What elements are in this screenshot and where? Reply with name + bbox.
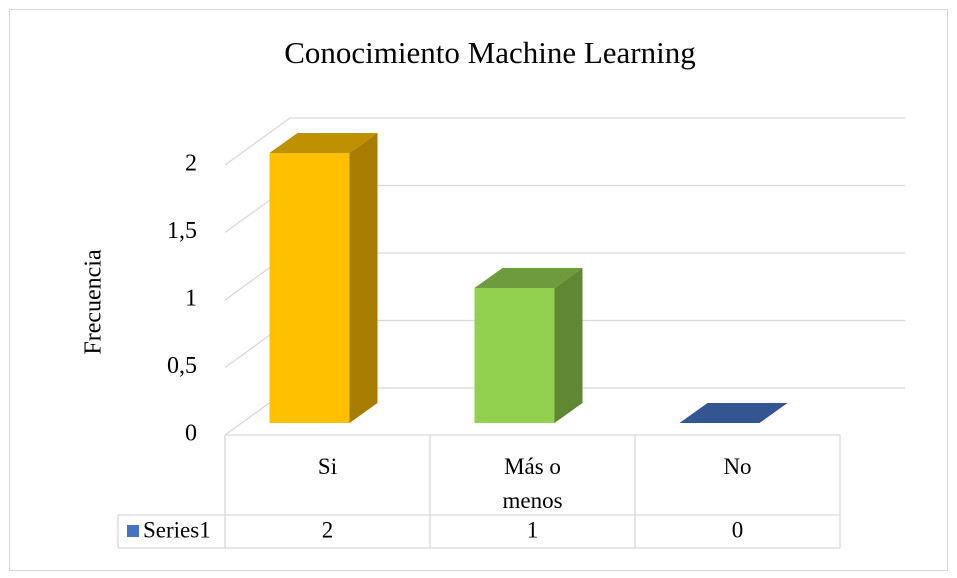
grid-line	[224, 117, 291, 166]
table-value: 2	[322, 517, 334, 542]
y-tick-label: 0,5	[167, 353, 197, 379]
y-tick-label: 1	[185, 286, 197, 312]
y-axis-label: Frecuencia	[81, 249, 107, 355]
legend-key	[127, 525, 139, 537]
chart-title: Conocimiento Machine Learning	[284, 35, 696, 70]
x-tick-label: Más o menos	[502, 454, 563, 513]
legend-label: Series1	[143, 517, 211, 542]
bar	[679, 403, 788, 423]
bar-top	[474, 268, 583, 288]
x-tick-label-box: Más o menos	[502, 454, 563, 513]
bar	[474, 268, 583, 423]
table-value: 1	[527, 517, 539, 542]
x-tick-label: Si	[317, 454, 338, 479]
bar	[269, 133, 378, 423]
x-tick-label-box: Si	[317, 454, 338, 479]
y-tick-label: 1,5	[167, 218, 197, 244]
y-tick-label: 0	[185, 421, 197, 447]
x-tick-label-box: No	[723, 454, 752, 479]
bar-front	[269, 153, 350, 423]
bar-side	[349, 133, 378, 423]
x-tick-label: No	[723, 454, 752, 479]
y-tick-label: 2	[185, 151, 197, 177]
table-value: 0	[732, 517, 744, 542]
bar-front	[474, 288, 555, 423]
bar-side	[554, 268, 583, 423]
bar-top	[679, 403, 788, 423]
bar-top	[269, 133, 378, 153]
